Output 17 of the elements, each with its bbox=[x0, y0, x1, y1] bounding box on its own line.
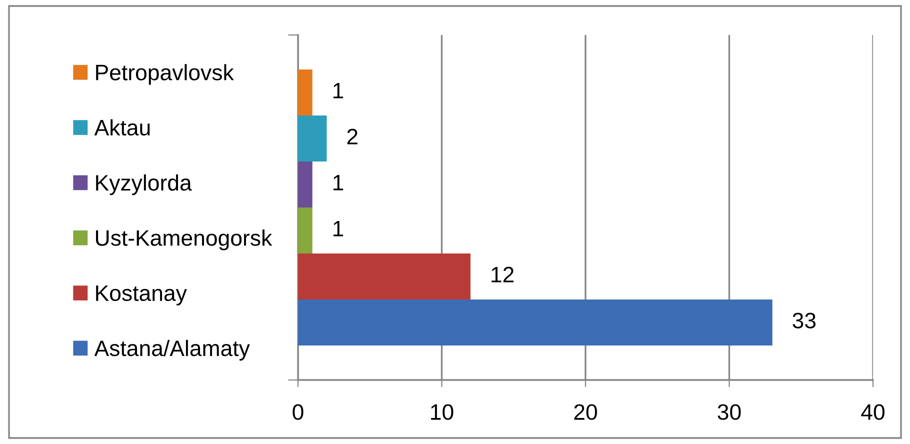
legend-label: Aktau bbox=[94, 119, 150, 136]
legend-label: Kostanay bbox=[96, 286, 187, 306]
x-tick-label: 10 bbox=[431, 404, 454, 420]
x-tick-label: 30 bbox=[718, 404, 741, 420]
legend-label: Astana/Alamaty bbox=[94, 340, 250, 361]
x-tick-label: 40 bbox=[861, 404, 884, 420]
data-label: 1 bbox=[334, 174, 344, 190]
data-label: 2 bbox=[347, 128, 358, 144]
data-label: 12 bbox=[492, 266, 514, 282]
data-label: 1 bbox=[334, 82, 344, 98]
legend-label: Ust-Kamenogorsk bbox=[96, 230, 272, 250]
x-tick-label: 20 bbox=[574, 404, 597, 420]
legend-label: Kyzylorda bbox=[96, 174, 192, 196]
x-tick-label: 0 bbox=[292, 404, 304, 420]
legend-label: Petropavlovsk bbox=[96, 64, 234, 85]
data-label: 33 bbox=[792, 312, 816, 328]
data-label: 1 bbox=[334, 220, 344, 236]
